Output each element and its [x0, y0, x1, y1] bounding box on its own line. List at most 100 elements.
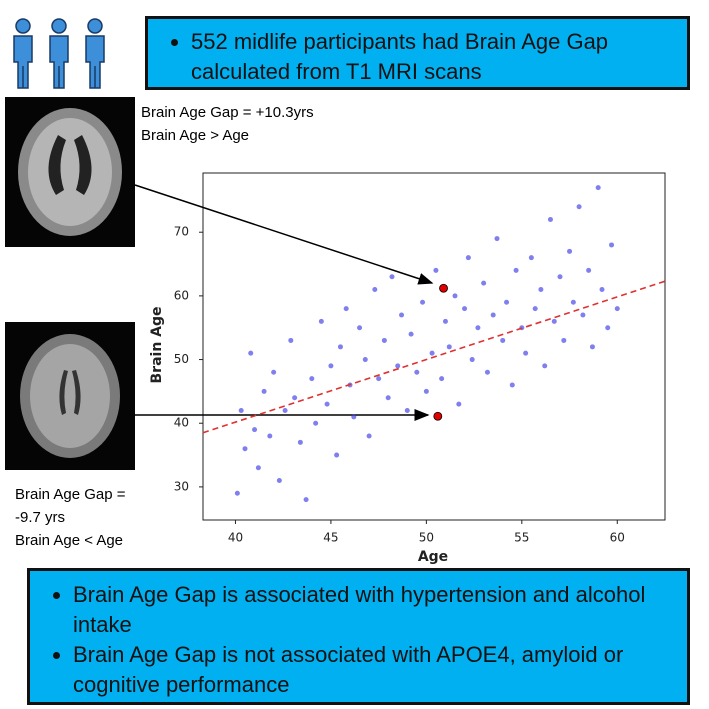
point [337, 344, 343, 350]
point [423, 388, 429, 394]
y-axis-label: Brain Age [149, 306, 165, 383]
point [351, 414, 357, 420]
point [261, 388, 267, 394]
finding: Brain Age Gap is not associated with APO… [73, 640, 687, 700]
point [504, 299, 510, 305]
point [309, 376, 315, 382]
y-tick-label: 30 [174, 479, 189, 493]
point [442, 318, 448, 324]
finding: Brain Age Gap is associated with hyperte… [73, 580, 687, 640]
point [399, 312, 405, 318]
point [328, 363, 334, 369]
point [567, 248, 573, 254]
annotation-lower: Brain Age Gap = -9.7 yrs Brain Age < Age [15, 483, 126, 552]
point [456, 401, 462, 407]
y-tick-label: 70 [174, 225, 189, 239]
header-text: 552 midlife participants had Brain Age G… [191, 27, 687, 87]
people-icons [13, 18, 105, 89]
point [605, 325, 611, 331]
brain-image-lower [5, 322, 135, 470]
point [481, 280, 487, 286]
point [561, 337, 567, 343]
point [362, 357, 368, 363]
point [318, 318, 324, 324]
annotation-line: Brain Age Gap = +10.3yrs [141, 104, 314, 121]
point [465, 255, 471, 261]
point [288, 337, 294, 343]
x-tick-label: 60 [610, 531, 625, 545]
x-tick-label: 45 [323, 531, 338, 545]
x-tick-label: 55 [514, 531, 529, 545]
point [446, 344, 452, 350]
brain-image-upper [5, 97, 135, 247]
point [500, 337, 506, 343]
point [357, 325, 363, 331]
findings-box: Brain Age Gap is associated with hyperte… [27, 568, 690, 705]
point [490, 312, 496, 318]
point [523, 350, 529, 356]
point [297, 439, 303, 445]
point [334, 452, 340, 458]
point [439, 376, 445, 382]
highlight-point [439, 283, 448, 293]
point [494, 236, 500, 242]
point [462, 306, 468, 312]
point [469, 357, 475, 363]
point [609, 242, 615, 248]
point [242, 446, 248, 452]
point [404, 407, 410, 413]
point [614, 306, 620, 312]
point [547, 216, 553, 222]
y-tick-label: 50 [174, 352, 189, 366]
point [372, 287, 378, 293]
point [343, 306, 349, 312]
annotation-upper: Brain Age Gap = +10.3yrs Brain Age > Age [141, 101, 314, 147]
point [238, 407, 244, 413]
annotation-line: Brain Age > Age [141, 127, 250, 144]
point [389, 274, 395, 280]
annotation-line: -9.7 yrs [15, 509, 66, 526]
point [234, 490, 240, 496]
point [276, 478, 282, 484]
point [385, 395, 391, 401]
point [570, 299, 576, 305]
point [532, 306, 538, 312]
point [538, 287, 544, 293]
annotation-line: Brain Age Gap = [15, 486, 126, 503]
y-tick-label: 60 [174, 288, 189, 302]
point [313, 420, 319, 426]
point [528, 255, 534, 261]
point [586, 267, 592, 273]
point [475, 325, 481, 331]
point [452, 293, 458, 299]
x-axis-label: Age [418, 549, 448, 565]
point [366, 433, 372, 439]
point [324, 401, 330, 407]
point [576, 204, 582, 210]
point [509, 382, 515, 388]
point [513, 267, 519, 273]
point [292, 395, 298, 401]
point [376, 376, 382, 382]
point [267, 433, 273, 439]
y-tick-label: 40 [174, 416, 189, 430]
point [282, 407, 288, 413]
point [420, 299, 426, 305]
point [248, 350, 254, 356]
point [381, 337, 387, 343]
point [557, 274, 563, 280]
plot-frame [202, 172, 666, 521]
point [303, 497, 309, 503]
point [395, 363, 401, 369]
point [542, 363, 548, 369]
arrow [134, 184, 434, 285]
point [595, 185, 601, 191]
point [484, 369, 490, 375]
point [599, 287, 605, 293]
point [589, 344, 595, 350]
point [414, 369, 420, 375]
point [429, 350, 435, 356]
point [255, 465, 261, 471]
